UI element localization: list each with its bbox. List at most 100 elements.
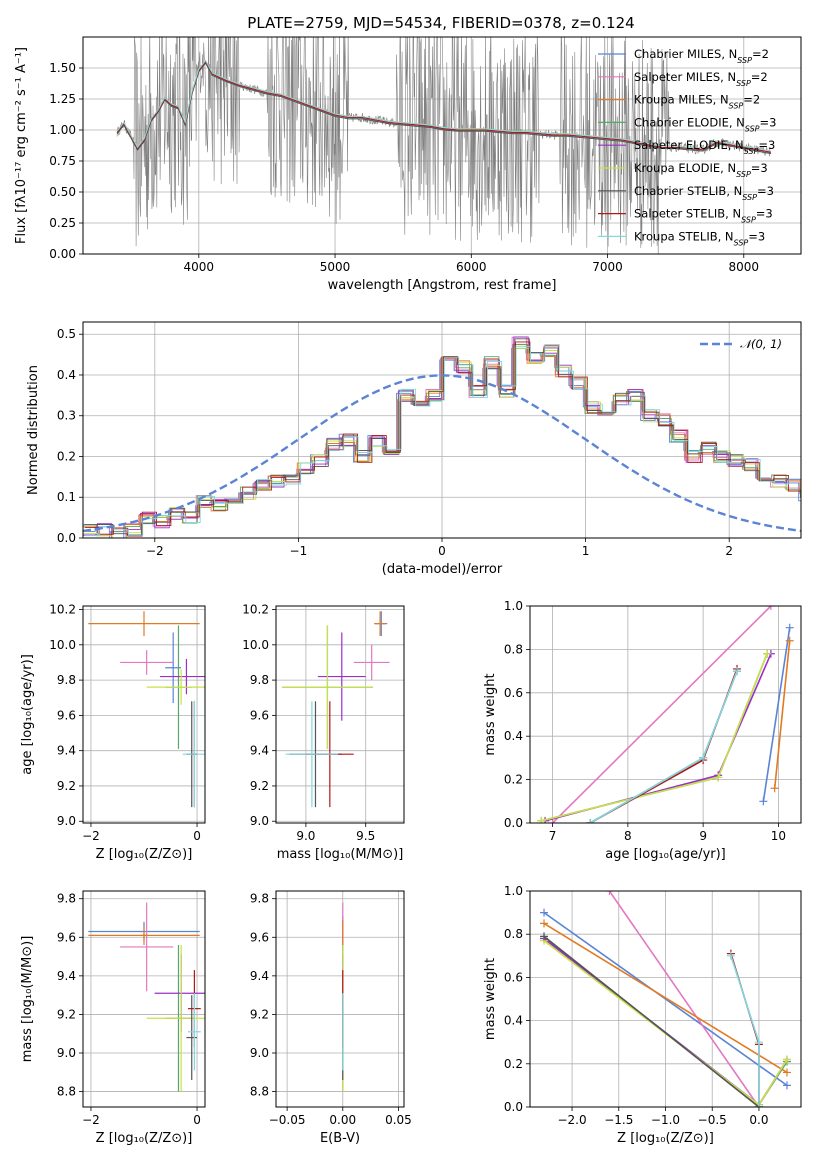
mass_vs_Z-grid (83, 891, 205, 1107)
age_vs_Z-xtick-label: −2 (82, 829, 100, 843)
weight-series-kroupa-miles (540, 919, 791, 1077)
age_vs_Z-ytick-label: 10.2 (49, 603, 76, 617)
gaussian-curve (83, 374, 801, 533)
mass_vs_ebv-ytick-label: 9.4 (250, 969, 269, 983)
weight-point-marker (605, 891, 614, 895)
legend-suffix: =3 (748, 229, 765, 243)
weight_vs_age-frame (529, 605, 802, 824)
weight-point-marker (782, 1055, 791, 1064)
legend-subscript: SSP (737, 56, 752, 65)
weight_vs_age-xtick-label: 9 (699, 829, 707, 843)
weight-series-kroupa-stelib (586, 667, 742, 823)
weight_vs_age-xtick-label: 10 (771, 829, 786, 843)
weight-point-marker (754, 1103, 763, 1107)
errorbar-salpeter-elodie (159, 658, 205, 695)
legend-suffix: =2 (752, 47, 769, 61)
weight-point-marker (726, 951, 735, 960)
residuals-ytick-label: 0.0 (57, 531, 76, 545)
spectrum-panel: 4000 5000 6000 7000 8000 0.00 0.25 0.50 0.75 1.00… (14, 36, 802, 293)
errorbar-salpeter-miles (120, 650, 174, 675)
mass_vs_Z-ytick-label: 9.2 (57, 1007, 76, 1021)
mass_vs_ebv-xtick-label: −0.05 (269, 1113, 306, 1127)
legend-subscript: SSP (744, 147, 759, 156)
spectrum-xlabel: wavelength [Angstrom, rest frame] (328, 278, 557, 293)
legend-entry: Salpeter STELIB, NSSP=3 (634, 207, 773, 225)
residuals-xtick-label: 2 (725, 544, 733, 558)
weight-point-marker (699, 753, 708, 762)
spectrum-ytick-label: 1.00 (49, 123, 76, 137)
mass_vs_ebv-ytick-label: 8.8 (250, 1085, 269, 1099)
errorbar-kroupa-elodie (146, 669, 205, 705)
weight_vs_Z-ylabel: mass weight (483, 958, 498, 1040)
errorbar-kroupa-elodie (146, 945, 205, 1092)
residuals-xlabel: (data-model)/error (382, 562, 503, 577)
weight_vs_Z-xtick-label: −0.5 (698, 1113, 727, 1127)
mass_vs_Z-ytick-label: 9.6 (57, 930, 76, 944)
age_vs_Z-ytick-label: 9.8 (57, 673, 76, 687)
mass_vs_ebv-ytick-label: 9.6 (250, 930, 269, 944)
weight_vs_age-ytick-label: 0.6 (504, 686, 523, 700)
weight_vs_age-ytick-label: 0.2 (504, 773, 523, 787)
legend-entry: Chabrier STELIB, NSSP=3 (634, 184, 774, 202)
mass_vs_Z-ytick-label: 9.8 (57, 892, 76, 906)
errorbar-kroupa-stelib (182, 701, 205, 808)
legend-entry: Salpeter MILES, NSSP=2 (634, 70, 768, 88)
residual-histogram-salpeter-elodie (83, 336, 801, 538)
weight-series-kroupa-stelib (726, 951, 763, 1107)
weight_vs_age-ytick-label: 1.0 (504, 599, 523, 613)
weight_vs_Z-xtick-label: 0.0 (749, 1113, 768, 1127)
errorbar-chabrier-stelib (186, 995, 198, 1080)
weight-point-marker (782, 1081, 791, 1090)
age_vs_mass-grid (276, 606, 404, 823)
residual-histogram-chabrier-stelib (84, 338, 801, 536)
weight_vs_Z-xtick-label: −1.5 (604, 1113, 633, 1127)
weight-line (762, 627, 791, 802)
legend-suffix: =2 (743, 93, 760, 107)
errorbar-kroupa-stelib (188, 993, 201, 1071)
legend-subscript: SSP (734, 238, 749, 247)
residual-histogram-kroupa-elodie (83, 347, 801, 538)
mass-vs-ebv-panel: −0.05 0.00 0.05 8.8 9.0 9.2 9.4 9.6 9.8 E(B-V) (250, 890, 412, 1146)
weight-series-chabrier-miles (759, 623, 794, 806)
age_vs_Z-ytick-label: 9.4 (57, 744, 76, 758)
mass_vs_Z-xlabel: Z [log₁₀(Z/Z⊙)] (96, 1131, 193, 1146)
legend-label: Kroupa MILES, N (634, 93, 729, 107)
legend-label: Kroupa ELODIE, N (634, 161, 736, 175)
mass_vs_ebv-xlabel: E(B-V) (320, 1131, 360, 1146)
mass_vs_Z-ytick-label: 9.4 (57, 969, 76, 983)
legend-subscript: SSP (729, 101, 744, 110)
weight-point-marker (782, 1068, 791, 1077)
weight-series-kroupa-elodie (537, 649, 772, 823)
residuals-xtick-label: −1 (290, 544, 308, 558)
residuals-frame (82, 321, 802, 539)
spectrum-ylabel: Flux [fλ10⁻¹⁷ erg cm⁻² s⁻¹ A⁻¹] (14, 47, 29, 244)
errorbar-salpeter-elodie (317, 632, 366, 721)
errorbar-salpeter-miles (120, 902, 174, 992)
age-vs-mass-panel: 9.0 9.5 9.0 9.2 9.4 9.6 9.8 10.0 10.2 mass [log₁₀… (242, 603, 405, 862)
weight_vs_age-xlabel: age [log₁₀(age/yr)] (605, 847, 726, 862)
spectrum-ytick-label: 1.25 (49, 92, 76, 106)
mass_vs_ebv-ytick-label: 9.8 (250, 892, 269, 906)
weight-point-marker (540, 919, 549, 928)
errorbar-kroupa-elodie (281, 625, 373, 749)
legend-suffix: =3 (751, 161, 768, 175)
legend-label: Salpeter MILES, N (634, 70, 736, 84)
weight_vs_age-xtick-label: 7 (549, 829, 557, 843)
weight-point-marker (785, 623, 794, 632)
legend-suffix: =2 (751, 70, 768, 84)
age_vs_mass-frame (275, 605, 405, 824)
weight-series-salpeter-miles (548, 606, 775, 823)
mass_vs_Z-frame (82, 890, 206, 1108)
legend-subscript: SSP (742, 192, 757, 201)
weight-point-marker (586, 819, 595, 823)
age_vs_mass-ytick-label: 9.8 (250, 673, 269, 687)
weight-line (543, 922, 788, 1074)
weight-point-marker (785, 636, 794, 645)
legend-suffix: =3 (757, 184, 774, 198)
age_vs_mass-ytick-label: 9.2 (250, 779, 269, 793)
age_vs_mass-ytick-label: 10.0 (242, 638, 269, 652)
weight-vs-age-panel: 7 8 9 10 0.0 0.2 0.4 0.6 0.8 1.0 age [log₁₀(age/yr… (483, 599, 802, 862)
weight_vs_age-ylabel: mass weight (483, 673, 498, 755)
model-spectrum-chabrier-stelib (116, 62, 772, 155)
